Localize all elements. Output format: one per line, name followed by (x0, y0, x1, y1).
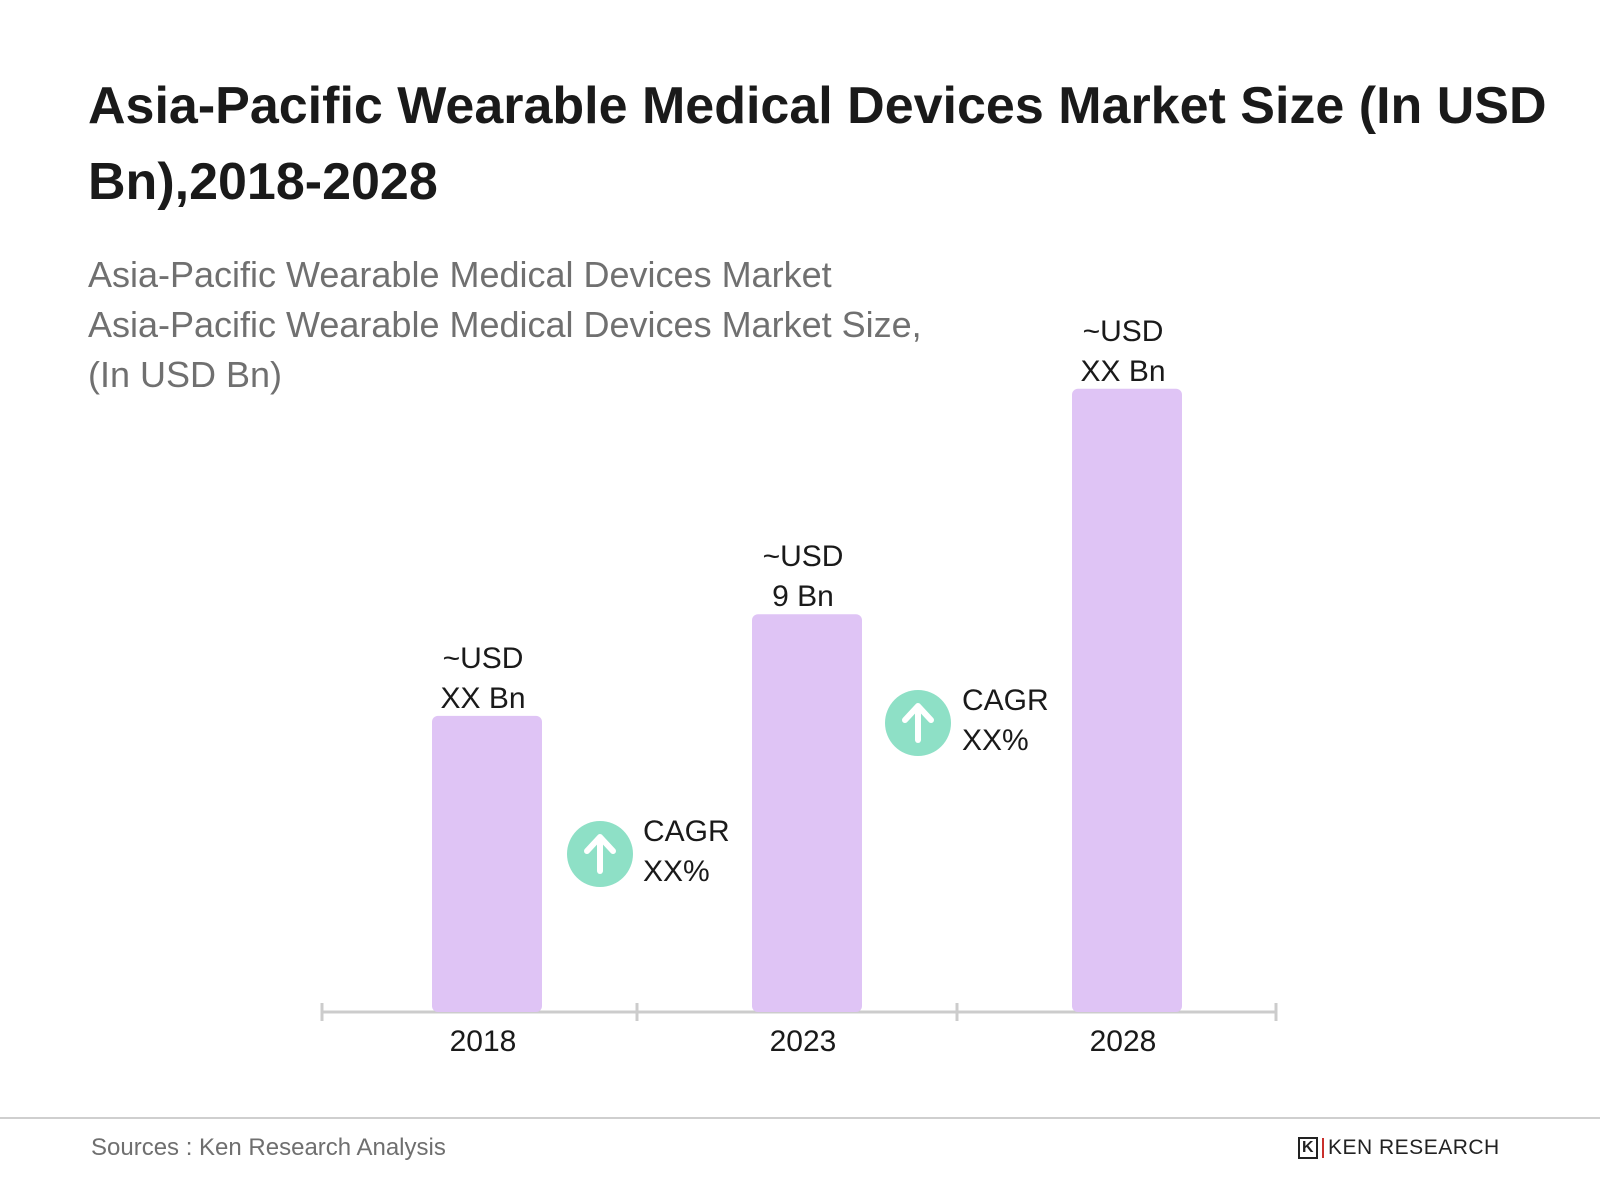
x-tick-label-2023: 2023 (770, 1025, 837, 1058)
chart-subtitle: Asia-Pacific Wearable Medical Devices Ma… (88, 250, 988, 400)
sources-text: Sources : Ken Research Analysis (91, 1134, 446, 1161)
arrow-up-icon (902, 703, 934, 743)
logo-k-icon: K (1298, 1137, 1318, 1159)
bar-value-label: ~USD (1083, 315, 1164, 348)
bar-2028 (1072, 388, 1182, 1012)
bar-value-label: ~USD (443, 642, 524, 675)
cagr-label: CAGR (962, 684, 1049, 717)
chart-title: Asia-Pacific Wearable Medical Devices Ma… (88, 77, 1547, 211)
logo-text: KEN RESEARCH (1328, 1136, 1500, 1159)
ken-research-logo: K KEN RESEARCH (1298, 1136, 1500, 1160)
bar-value-label: 9 Bn (772, 580, 834, 613)
cagr-label: CAGR (643, 815, 730, 848)
subtitle-line: (In USD Bn) (88, 354, 283, 395)
arrow-up-icon (584, 834, 616, 874)
bar-value-label: ~USD (763, 540, 844, 573)
subtitle-line: Asia-Pacific Wearable Medical Devices Ma… (88, 304, 922, 345)
cagr-value: XX% (962, 724, 1029, 757)
bar-value-label: XX Bn (1080, 355, 1165, 388)
x-tick-label-2028: 2028 (1090, 1025, 1157, 1058)
arrow-head (584, 834, 616, 854)
cagr-value: XX% (643, 855, 710, 888)
x-tick-label-2018: 2018 (450, 1025, 517, 1058)
subtitle-line: Asia-Pacific Wearable Medical Devices Ma… (88, 254, 832, 295)
bar-value-label: XX Bn (440, 682, 525, 715)
bar-2023 (752, 614, 862, 1012)
bar-2018 (432, 715, 542, 1012)
logo-separator (1322, 1138, 1324, 1158)
arrow-head (902, 703, 934, 723)
footer-divider (0, 1117, 1600, 1119)
